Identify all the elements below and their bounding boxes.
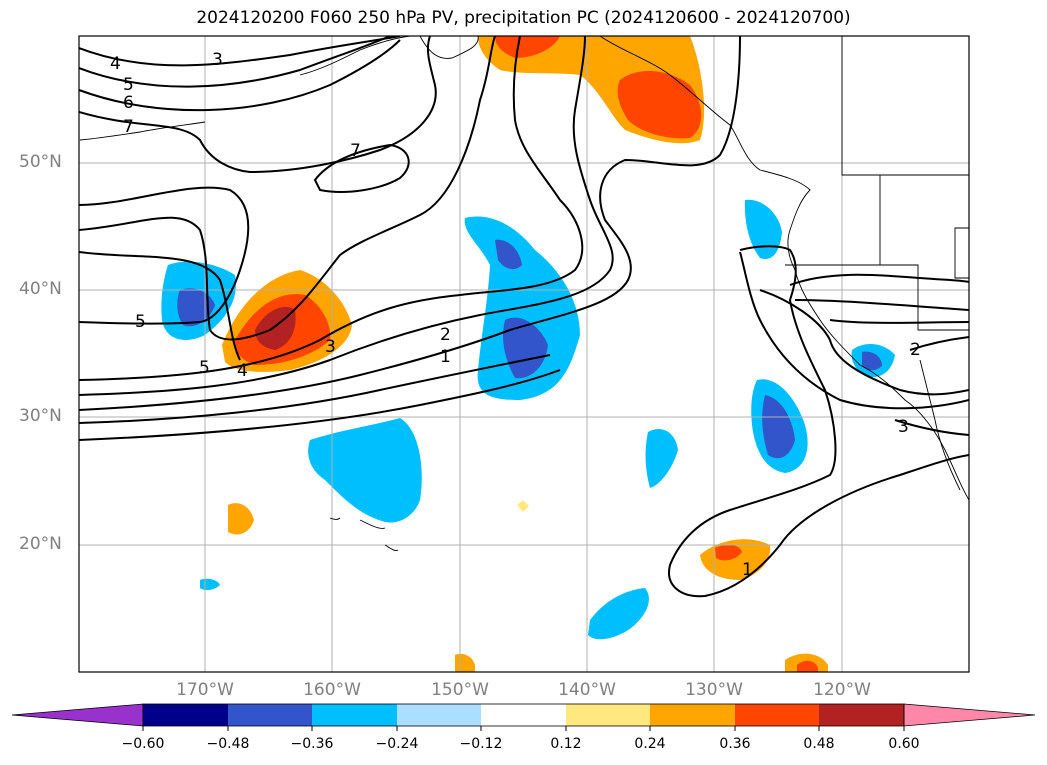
contour-label: 4	[110, 54, 121, 74]
map-frame	[78, 35, 970, 673]
contour-label: 5	[135, 312, 146, 332]
contour-label: 4	[237, 361, 248, 381]
pv-contours	[79, 36, 969, 598]
contour-label: 5	[199, 358, 210, 378]
colorbar	[11, 703, 1036, 731]
contour-label: 1	[440, 347, 451, 367]
colorbar-tick-label: 0.48	[803, 736, 835, 752]
lat-label: 40°N	[19, 279, 62, 299]
gridlines	[79, 36, 969, 672]
contour-label: 5	[123, 75, 134, 95]
contour-label: 6	[123, 93, 134, 113]
lon-label: 140°W	[558, 680, 616, 700]
lat-label: 50°N	[19, 152, 62, 172]
contour-label: 7	[350, 141, 361, 161]
contour-label: 7	[123, 117, 134, 137]
colorbar-tick-label: 0.60	[888, 736, 920, 752]
colorbar-tick-label: 0.36	[719, 736, 751, 752]
colorbar-tick-label: −0.12	[459, 736, 503, 752]
colorbar-tick-label: −0.24	[375, 736, 419, 752]
map-area: 4 5 6 7 3 7 5 5 4 3 2 1 3 2 1	[79, 36, 969, 672]
lat-label: 30°N	[19, 406, 62, 426]
colorbar-tick-label: −0.60	[121, 736, 165, 752]
colorbar-under-arrow	[11, 703, 144, 727]
lat-label: 20°N	[19, 534, 62, 554]
contour-label: 3	[212, 50, 223, 70]
colorbar-tick-label: −0.48	[206, 736, 250, 752]
lon-label: 160°W	[303, 680, 361, 700]
contour-label: 2	[910, 340, 921, 360]
contour-label: 3	[898, 417, 909, 437]
colorbar-tick-label: −0.36	[290, 736, 334, 752]
contour-labels: 4 5 6 7 3 7 5 5 4 3 2 1 3 2 1	[110, 50, 921, 580]
lon-label: 120°W	[813, 680, 871, 700]
colorbar-tick-label: 0.12	[550, 736, 582, 752]
colorbar-over-arrow	[903, 703, 1036, 727]
lon-label: 170°W	[176, 680, 234, 700]
lon-label: 150°W	[431, 680, 489, 700]
map-title: 2024120200 F060 250 hPa PV, precipitatio…	[196, 8, 851, 28]
lon-label: 130°W	[685, 680, 743, 700]
contour-label: 1	[742, 560, 753, 580]
contour-label: 2	[440, 325, 451, 345]
contour-label: 3	[325, 337, 336, 357]
colorbar-tick-label: 0.24	[634, 736, 666, 752]
negative-precip-shading	[161, 199, 895, 640]
